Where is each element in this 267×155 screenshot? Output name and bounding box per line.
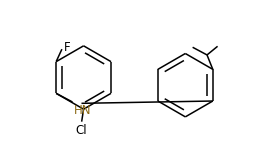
Text: Cl: Cl [76,124,88,137]
Text: F: F [64,41,70,54]
Text: HN: HN [73,104,91,117]
